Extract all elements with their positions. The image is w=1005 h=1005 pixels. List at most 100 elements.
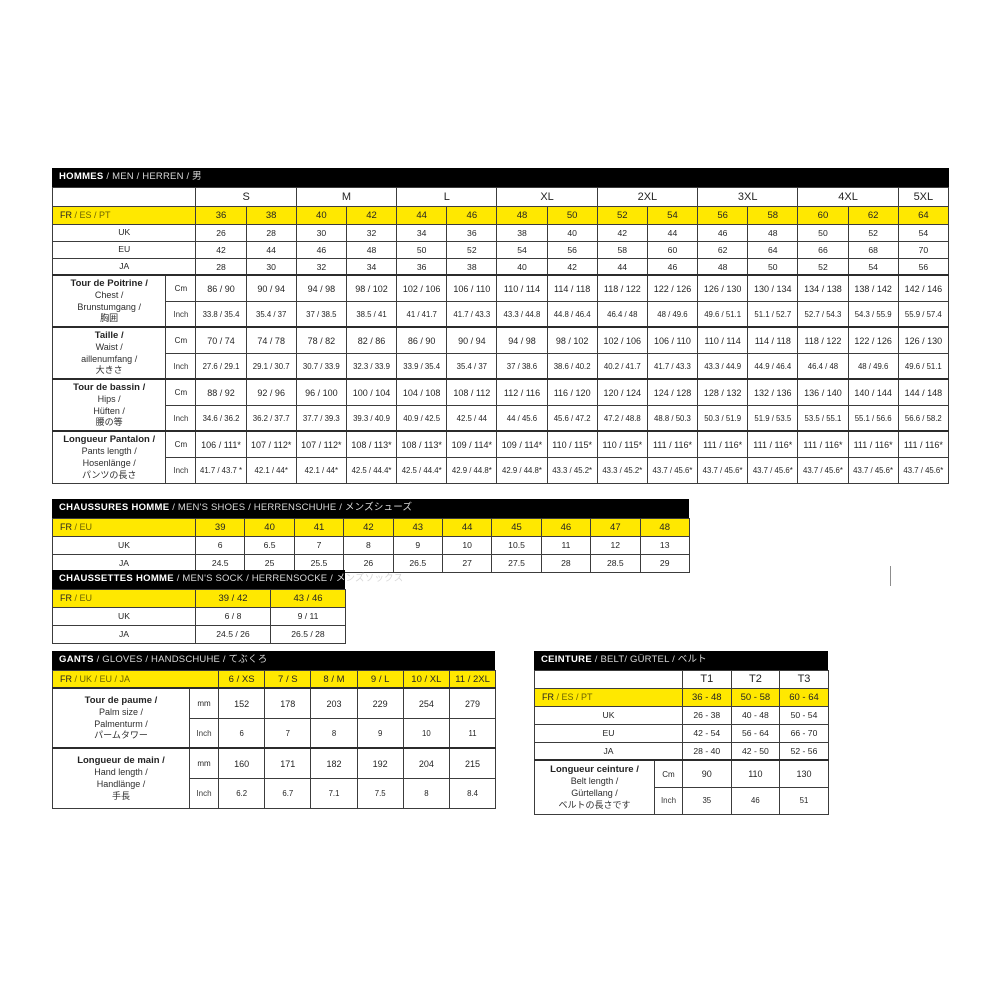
men-measure-0-inch-value: 41 / 41.7 [396, 300, 448, 328]
men-measure-2-inch-value: 48.8 / 50.3 [646, 404, 699, 432]
men-measure-2-label: Tour de bassin / Hips / Hüften / 腰の等 [51, 378, 167, 432]
men-ja-value: 40 [496, 257, 548, 276]
gloves-measure-1-inch-value: 8.4 [448, 777, 497, 809]
men-measure-0-inch-value: 51.1 / 52.7 [747, 300, 799, 328]
gloves-measure-1-inch-value: 8 [402, 777, 450, 809]
belt-uk-value: 50 - 54 [779, 705, 829, 725]
men-measure-0-cm-value: 114 / 118 [546, 274, 598, 302]
men-measure-3-unit-inch: Inch [165, 456, 197, 484]
men-measure-3-label: Longueur Pantalon / Pants length / Hosenlä… [51, 430, 167, 484]
men-measure-2-cm-value: 144 / 148 [897, 378, 950, 406]
men-measure-2-cm-value: 92 / 96 [245, 378, 297, 406]
men-measure-2-cm-value: 132 / 136 [747, 378, 799, 406]
socks-uk-value: 9 / 11 [270, 606, 346, 626]
men-measure-1-inch-value: 43.3 / 44.9 [697, 352, 749, 380]
men-size-group-m: M [295, 186, 398, 207]
men-measure-1-inch-value: 37 / 38.6 [496, 352, 548, 380]
men-measure-2-inch-value: 42.5 / 44 [446, 404, 498, 432]
men-ja-value: 44 [596, 257, 648, 276]
shoes-uk-value: 10 [441, 535, 493, 555]
gloves-fr-label: FR / UK / EU / JA [51, 669, 220, 689]
belt-measure-cm-value: 110 [730, 759, 781, 788]
gloves-table-banner: GANTS / GLOVES / HANDSCHUHE / てぶくろ [52, 651, 495, 670]
gloves-measure-0-label: Tour de paume / Palm size / Palmenturm / パー… [52, 687, 190, 749]
men-measure-1-label-en: Waist / [95, 342, 123, 353]
belt-ja-value: 28 - 40 [682, 741, 732, 761]
men-eu-value: 56 [546, 240, 598, 259]
men-measure-3-cm-value: 108 / 113* [345, 430, 398, 458]
men-measure-1-cm-value: 118 / 122 [797, 326, 849, 354]
gloves-measure-0-inch-value: 7 [264, 717, 312, 749]
men-measure-1-inch-value: 40.2 / 41.7 [596, 352, 648, 380]
men-measure-0-cm-value: 118 / 122 [596, 274, 648, 302]
men-measure-3-label-en: Pants length / [81, 446, 137, 457]
men-measure-0-label: Tour de Poitrine / Chest / Brunstumgang / 胸… [51, 274, 167, 328]
socks-fr-row: FR / EU 39 / 42 43 / 46 [52, 588, 346, 608]
men-measure-0-cm-row: Tour de Poitrine / Chest / Brunstumgang / 胸… [51, 274, 950, 328]
men-measure-1-cm-value: 102 / 106 [596, 326, 648, 354]
men-fr-value: 44 [396, 205, 448, 225]
men-fr-label-sub: / ES / PT [72, 210, 111, 221]
shoes-fr-value: 44 [441, 517, 493, 537]
shoes-ja-value: 27 [441, 553, 493, 573]
gloves-measure-1-label-fr: Longueur de main / [77, 755, 165, 767]
men-measure-1-inch-value: 44.9 / 46.4 [747, 352, 799, 380]
men-measure-3-inch-value: 43.3 / 45.2* [596, 456, 648, 484]
men-ja-value: 34 [345, 257, 398, 276]
men-eu-label: EU [51, 240, 197, 259]
men-eu-value: 64 [747, 240, 799, 259]
belt-measure-unit-inch: Inch [654, 786, 683, 815]
belt-measure-label-en: Belt length / [570, 776, 619, 787]
shoes-fr-value: 40 [244, 517, 295, 537]
gloves-measure-0-inch-value: 9 [356, 717, 404, 749]
men-ja-value: 28 [195, 257, 247, 276]
belt-uk-value: 26 - 38 [682, 705, 732, 725]
men-eu-value: 48 [345, 240, 398, 259]
men-uk-value: 44 [646, 223, 699, 242]
men-uk-value: 26 [195, 223, 247, 242]
belt-measure-label-ja: ベルトの長さです [558, 799, 631, 810]
gloves-measure-0-label-en: Palm size / [98, 707, 143, 718]
belt-measure-cm-row: Longueur ceinture / Belt length / Gürtella… [534, 759, 829, 815]
gloves-measure-1-inch-value: 7.5 [356, 777, 404, 809]
men-measure-1-inch-value: 32.3 / 33.9 [345, 352, 398, 380]
men-measure-0-inch-value: 37 / 38.5 [295, 300, 347, 328]
men-measure-2-unit-inch: Inch [165, 404, 197, 432]
men-ja-value: 54 [847, 257, 899, 276]
gloves-measure-0-inch-value: 11 [448, 717, 497, 749]
belt-corner-blank [534, 669, 683, 689]
socks-fr-label-sub: / EU [72, 593, 93, 604]
men-measure-1-cm-value: 82 / 86 [345, 326, 398, 354]
gloves-measure-0-mm-value: 203 [310, 687, 358, 719]
men-measure-0-cm-value: 98 / 102 [345, 274, 398, 302]
shoes-fr-value: 48 [639, 517, 690, 537]
men-measure-0-label-de: Brunstumgang / [77, 301, 141, 312]
shoes-uk-value: 11 [540, 535, 592, 555]
men-measure-0-cm-value: 110 / 114 [496, 274, 548, 302]
men-measure-1-cm-value: 122 / 126 [847, 326, 899, 354]
belt-uk-row: UK 26 - 38 40 - 48 50 - 54 [534, 705, 829, 725]
men-measure-1-cm-value: 78 / 82 [295, 326, 347, 354]
socks-uk-value: 6 / 8 [195, 606, 271, 626]
men-measure-1-inch-row: Inch 27.6 / 29.1 29.1 / 30.7 30.7 / 33.9 32.… [53, 352, 950, 380]
gloves-measure-1-label: Longueur de main / Hand length / Handlänge… [52, 747, 190, 809]
men-measure-3-cm-value: 107 / 112* [295, 430, 347, 458]
men-fr-value: 62 [847, 205, 899, 225]
gloves-measure-0-label-ja: パームタワー [94, 730, 148, 741]
men-measure-3-cm-value: 108 / 113* [396, 430, 448, 458]
men-measure-0-inch-value: 49.6 / 51.1 [697, 300, 749, 328]
men-measure-3-cm-value: 109 / 114* [446, 430, 498, 458]
men-measure-3-inch-value: 43.7 / 45.6* [847, 456, 899, 484]
men-size-group-l: L [396, 186, 498, 207]
men-measure-2-cm-value: 116 / 120 [546, 378, 598, 406]
gloves-measure-0-mm-value: 254 [402, 687, 450, 719]
men-measure-3-inch-value: 43.7 / 45.6* [897, 456, 950, 484]
men-measure-2-inch-value: 55.1 / 56.6 [847, 404, 899, 432]
men-banner-subtitle: / MEN / HERREN / 男 [103, 171, 202, 182]
shoes-fr-row: FR / EU 39 40 41 42 43 44 45 46 47 48 [52, 517, 690, 537]
men-uk-value: 50 [797, 223, 849, 242]
men-measure-3-inch-value: 43.7 / 45.6* [747, 456, 799, 484]
belt-ja-value: 52 - 56 [779, 741, 829, 761]
men-uk-label: UK [51, 223, 197, 242]
gloves-measure-1-mm-value: 204 [402, 747, 450, 779]
